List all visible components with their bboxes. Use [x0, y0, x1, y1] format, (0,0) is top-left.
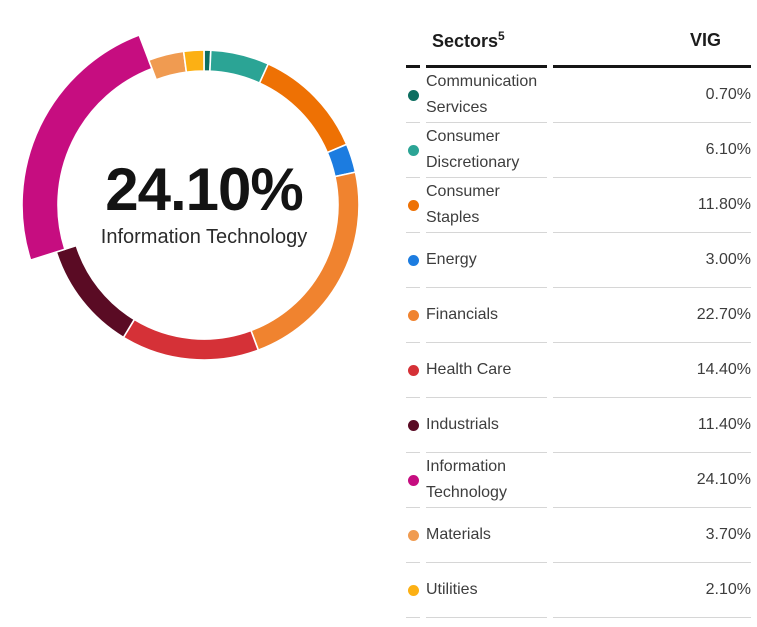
sector-value: 24.10% [553, 453, 751, 508]
dot-column-header [406, 15, 420, 68]
sector-color-dot [407, 199, 419, 211]
sector-value: 6.10% [553, 123, 751, 178]
table-row: Communication Services 0.70% [406, 68, 751, 123]
sectors-header-footnote: 5 [498, 28, 505, 43]
donut-chart [21, 33, 360, 361]
table-row: Consumer Discretionary 6.10% [406, 123, 751, 178]
sector-value: 3.70% [553, 508, 751, 563]
sector-color-dot [407, 89, 419, 101]
sector-name: Materials [426, 508, 547, 563]
table-row: Industrials 11.40% [406, 398, 751, 453]
table-row: Consumer Staples 11.80% [406, 178, 751, 233]
donut-chart-panel: 24.10% Information Technology [21, 33, 360, 361]
sector-name: Industrials [426, 398, 547, 453]
donut-segment-consumer-staples[interactable] [258, 62, 348, 154]
table-row: Health Care 14.40% [406, 343, 751, 398]
table-row: Energy 3.00% [406, 233, 751, 288]
sector-table-body: Communication Services 0.70% Consumer Di… [406, 68, 751, 618]
sector-value: 2.10% [553, 563, 751, 618]
sector-color-dot [407, 144, 419, 156]
table-row: Utilities 2.10% [406, 563, 751, 618]
sectors-header-label: Sectors [432, 30, 499, 51]
sector-value: 3.00% [553, 233, 751, 288]
donut-segment-industrials[interactable] [55, 244, 136, 339]
sector-name: Consumer Staples [426, 178, 547, 233]
sector-color-dot [407, 254, 419, 266]
sector-name: Communication Services [426, 68, 547, 123]
sector-name: Financials [426, 288, 547, 343]
sectors-column-header: Sectors5 [426, 15, 547, 68]
table-header-row: Sectors5 VIG [406, 15, 751, 68]
donut-segment-utilities[interactable] [182, 49, 205, 74]
sector-value: 22.70% [553, 288, 751, 343]
sector-name: Information Technology [426, 453, 547, 508]
sector-color-dot [407, 419, 419, 431]
table-row: Information Technology 24.10% [406, 453, 751, 508]
fund-column-header: VIG [553, 15, 751, 68]
donut-segment-materials[interactable] [147, 50, 188, 81]
donut-segment-health-care[interactable] [122, 318, 260, 361]
sector-table: Sectors5 VIG Communication Services 0.70… [400, 15, 757, 618]
table-row: Materials 3.70% [406, 508, 751, 563]
sector-color-dot [407, 309, 419, 321]
sector-value: 0.70% [553, 68, 751, 123]
sector-color-dot [407, 529, 419, 541]
sector-name: Energy [426, 233, 547, 288]
sector-color-dot [407, 474, 419, 486]
donut-segment-information-technology[interactable] [21, 33, 153, 262]
sector-table-panel: Sectors5 VIG Communication Services 0.70… [400, 0, 757, 627]
table-row: Financials 22.70% [406, 288, 751, 343]
sector-name: Utilities [426, 563, 547, 618]
sector-name: Health Care [426, 343, 547, 398]
sector-value: 14.40% [553, 343, 751, 398]
sector-value: 11.40% [553, 398, 751, 453]
sector-name: Consumer Discretionary [426, 123, 547, 178]
donut-segment-financials[interactable] [249, 171, 360, 352]
sector-color-dot [407, 364, 419, 376]
sector-value: 11.80% [553, 178, 751, 233]
donut-segment-consumer-discretionary[interactable] [209, 49, 270, 85]
sector-color-dot [407, 584, 419, 596]
